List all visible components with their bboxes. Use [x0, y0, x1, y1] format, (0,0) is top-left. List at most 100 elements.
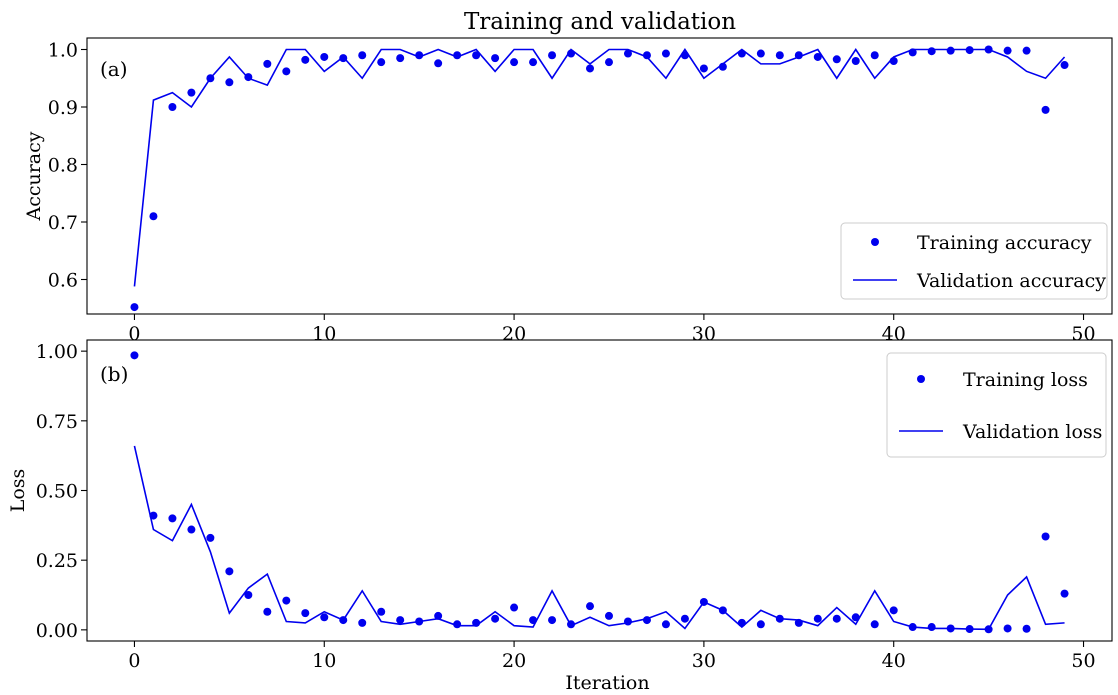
data-point	[358, 618, 367, 627]
data-point	[434, 59, 443, 68]
data-point	[1041, 105, 1050, 114]
y-tick-label: 0.9	[48, 97, 78, 119]
data-point	[775, 51, 784, 60]
data-point	[472, 51, 481, 60]
legend: Training loss Validation loss	[886, 352, 1107, 458]
data-point	[130, 303, 139, 312]
data-point	[244, 591, 253, 600]
data-point	[889, 606, 898, 615]
data-point	[130, 351, 139, 360]
y-tick-label: 1.0	[48, 40, 78, 62]
data-point	[434, 611, 443, 620]
data-point	[927, 47, 936, 56]
data-point	[491, 54, 500, 63]
data-point	[320, 52, 329, 61]
data-point	[946, 46, 955, 55]
accuracy-chart-panel: 0 10 20 30 40 50 0.6 0.7 0.8 0.9 1.0 Accuracy (a) Tra…	[23, 37, 1113, 345]
legend-entry: Validation loss	[962, 421, 1102, 443]
data-point	[1060, 589, 1069, 598]
legend-entry: Training loss	[963, 369, 1088, 391]
data-point	[756, 620, 765, 629]
data-point	[415, 51, 424, 60]
data-point	[832, 614, 841, 623]
data-point	[320, 613, 329, 622]
data-point	[604, 58, 613, 67]
data-point	[548, 616, 557, 625]
data-point	[870, 620, 879, 629]
data-point	[453, 51, 462, 60]
x-tick-label: 0	[128, 323, 140, 345]
data-point	[737, 618, 746, 627]
data-point	[586, 602, 595, 611]
data-point	[832, 55, 841, 64]
data-point	[377, 607, 386, 616]
series-line	[133, 48, 1066, 287]
data-point	[1003, 624, 1012, 633]
data-point	[756, 49, 765, 58]
x-tick-label: 50	[1071, 323, 1095, 345]
data-point	[586, 64, 595, 73]
x-tick-label: 10	[312, 650, 336, 672]
data-point	[396, 616, 405, 625]
plot-frame	[86, 37, 1113, 315]
data-point	[168, 514, 177, 523]
data-point	[282, 67, 291, 76]
x-tick-label: 40	[882, 650, 906, 672]
loss-chart-panel: 0 10 20 30 40 50 0.00 0.25 0.50 0.75 1.00 Loss Itera…	[7, 339, 1113, 694]
data-point	[851, 57, 860, 65]
data-point	[1003, 46, 1012, 55]
x-tick-label: 0	[128, 650, 140, 672]
data-point	[491, 614, 500, 623]
data-point	[813, 614, 822, 623]
y-tick-label: 0.75	[36, 411, 78, 433]
panel-label: (a)	[100, 57, 128, 81]
x-tick-label: 30	[692, 650, 716, 672]
y-tick-label: 0.50	[36, 481, 78, 503]
data-point	[661, 49, 670, 58]
data-point	[699, 64, 708, 73]
legend-marker-swatch	[871, 238, 879, 246]
data-point	[927, 623, 936, 632]
y-tick-label: 0.8	[48, 155, 78, 177]
data-point	[870, 51, 879, 60]
data-point	[680, 614, 689, 623]
data-point	[623, 49, 632, 58]
data-point	[187, 88, 196, 97]
data-point	[529, 58, 538, 67]
data-point	[301, 609, 310, 618]
data-point	[282, 596, 291, 605]
x-tick-label: 20	[502, 323, 526, 345]
data-point	[396, 54, 405, 63]
y-tick-label: 1.00	[36, 341, 78, 363]
data-point	[263, 607, 272, 616]
x-tick-label: 20	[502, 650, 526, 672]
legend-entry: Training accuracy	[917, 232, 1092, 254]
legend: Training accuracy Validation accuracy	[840, 222, 1108, 300]
series-validation-loss	[133, 445, 1065, 631]
y-tick-label: 0.25	[36, 550, 78, 572]
data-point	[187, 525, 196, 534]
legend-entry: Validation accuracy	[916, 270, 1106, 292]
data-point	[168, 103, 177, 111]
figure-title: Training and validation	[464, 9, 736, 35]
data-point	[225, 78, 234, 87]
data-point	[548, 51, 557, 60]
data-point	[149, 212, 158, 221]
data-point	[1022, 624, 1031, 633]
data-point	[604, 611, 613, 620]
data-point	[206, 533, 215, 542]
data-point	[1041, 532, 1050, 541]
data-point	[301, 55, 310, 64]
series-line	[133, 445, 1065, 631]
legend-marker-swatch	[917, 375, 925, 383]
x-tick-label: 10	[312, 323, 336, 345]
x-tick-label: 30	[692, 323, 716, 345]
x-axis-label: Iteration	[565, 672, 649, 694]
y-tick-label: 0.00	[36, 620, 78, 642]
data-point	[263, 59, 272, 68]
data-point	[225, 567, 234, 576]
x-tick-label: 40	[882, 323, 906, 345]
panel-label: (b)	[100, 362, 128, 386]
data-point	[661, 620, 670, 629]
